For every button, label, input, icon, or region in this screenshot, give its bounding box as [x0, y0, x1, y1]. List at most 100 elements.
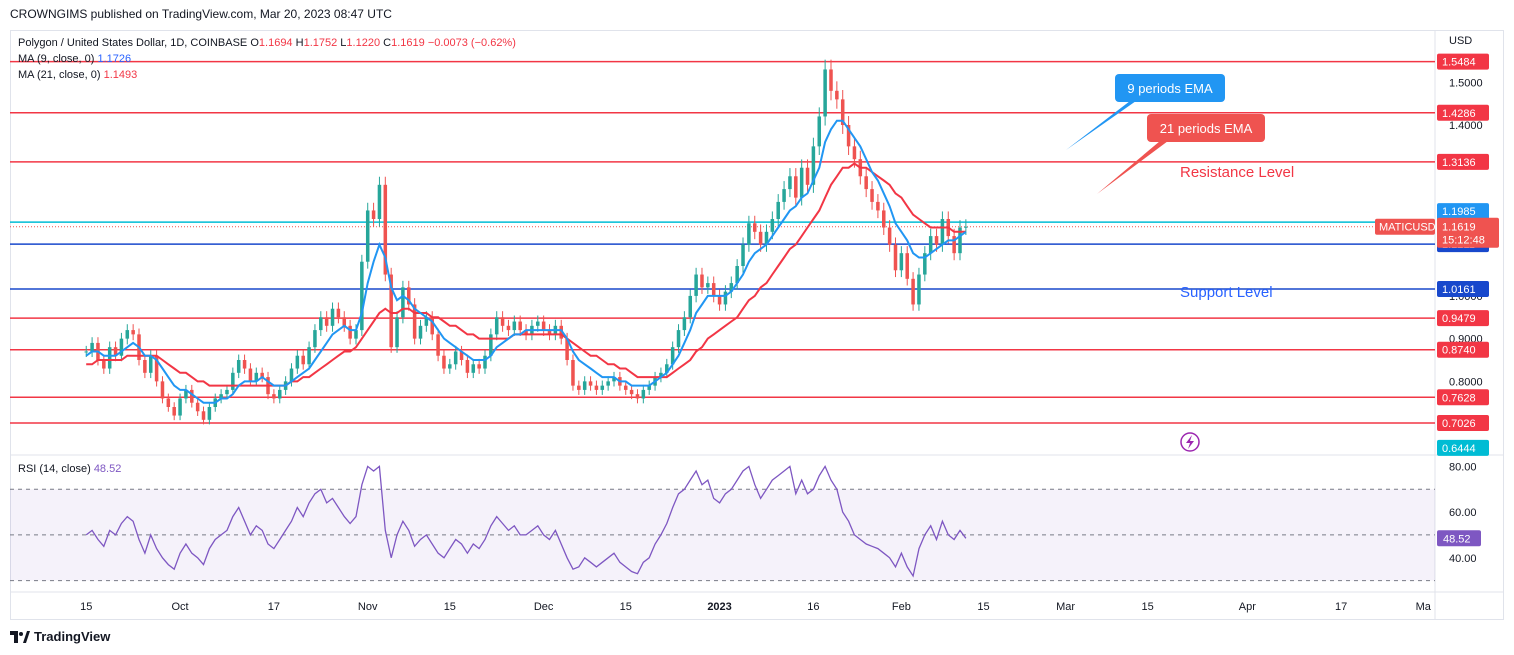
- candle[interactable]: [401, 280, 405, 324]
- candle[interactable]: [301, 350, 305, 370]
- candle[interactable]: [606, 376, 610, 391]
- candle[interactable]: [90, 337, 94, 358]
- candle[interactable]: [219, 389, 223, 404]
- candle[interactable]: [160, 376, 165, 404]
- candle[interactable]: [659, 367, 663, 383]
- candle[interactable]: [928, 228, 933, 261]
- candle[interactable]: [688, 289, 693, 324]
- candle[interactable]: [319, 311, 323, 336]
- candle[interactable]: [782, 181, 786, 210]
- candle[interactable]: [442, 350, 446, 374]
- candle[interactable]: [594, 380, 599, 395]
- candle[interactable]: [389, 267, 393, 353]
- candle[interactable]: [747, 215, 751, 252]
- candle[interactable]: [694, 267, 698, 303]
- candle[interactable]: [817, 107, 822, 156]
- candle[interactable]: [201, 406, 206, 425]
- candle[interactable]: [225, 384, 229, 400]
- candle[interactable]: [577, 380, 581, 395]
- candle[interactable]: [717, 289, 722, 311]
- candle[interactable]: [700, 267, 704, 294]
- candle[interactable]: [823, 59, 827, 126]
- candle[interactable]: [348, 319, 352, 345]
- candle[interactable]: [125, 324, 130, 345]
- candle[interactable]: [911, 272, 915, 311]
- candle[interactable]: [477, 358, 481, 374]
- candle[interactable]: [958, 220, 962, 261]
- candle[interactable]: [483, 350, 487, 374]
- candle[interactable]: [500, 311, 505, 332]
- candle[interactable]: [600, 380, 605, 395]
- candle[interactable]: [424, 311, 429, 332]
- rsi-line[interactable]: [85, 465, 967, 578]
- candle[interactable]: [342, 311, 347, 332]
- candle[interactable]: [277, 384, 282, 404]
- candle[interactable]: [448, 358, 452, 374]
- candle[interactable]: [541, 315, 546, 336]
- candle[interactable]: [148, 350, 153, 379]
- candle[interactable]: [729, 276, 734, 299]
- candle[interactable]: [166, 393, 171, 412]
- candle[interactable]: [383, 176, 388, 282]
- candle[interactable]: [324, 311, 329, 332]
- ema9-line[interactable]: [85, 119, 967, 404]
- candle[interactable]: [307, 341, 311, 370]
- candle[interactable]: [864, 168, 868, 198]
- lightning-icon[interactable]: [1180, 432, 1200, 452]
- candle[interactable]: [676, 324, 681, 353]
- candle[interactable]: [178, 393, 182, 421]
- candle[interactable]: [571, 354, 575, 391]
- candle[interactable]: [829, 59, 833, 101]
- candle[interactable]: [536, 315, 540, 332]
- candle[interactable]: [336, 302, 341, 324]
- candle[interactable]: [313, 324, 317, 353]
- candle[interactable]: [776, 194, 780, 227]
- candle[interactable]: [682, 311, 687, 336]
- candle[interactable]: [805, 159, 810, 193]
- candle[interactable]: [840, 90, 845, 134]
- candle[interactable]: [811, 137, 816, 193]
- candle[interactable]: [588, 376, 593, 391]
- candle[interactable]: [143, 354, 147, 379]
- candle[interactable]: [236, 354, 241, 379]
- candle[interactable]: [371, 202, 376, 227]
- candle[interactable]: [430, 311, 434, 341]
- candle[interactable]: [582, 376, 587, 395]
- candle[interactable]: [254, 367, 259, 387]
- candle[interactable]: [870, 181, 874, 210]
- ema9-callout[interactable]: 9 periods EMA: [1066, 74, 1225, 150]
- candle[interactable]: [905, 246, 909, 286]
- candle[interactable]: [412, 298, 417, 345]
- candle[interactable]: [272, 389, 276, 404]
- candle[interactable]: [195, 397, 200, 416]
- candle[interactable]: [207, 402, 212, 425]
- candle[interactable]: [113, 341, 118, 362]
- candle[interactable]: [876, 194, 880, 219]
- candle[interactable]: [231, 367, 235, 395]
- candle[interactable]: [629, 384, 634, 400]
- candle[interactable]: [846, 116, 851, 156]
- candle[interactable]: [407, 280, 411, 311]
- candle[interactable]: [172, 402, 176, 421]
- candle[interactable]: [893, 237, 898, 278]
- candle[interactable]: [418, 319, 423, 345]
- candle[interactable]: [184, 384, 188, 404]
- candle[interactable]: [835, 81, 839, 109]
- candle[interactable]: [559, 319, 563, 345]
- candle[interactable]: [512, 315, 517, 336]
- candle[interactable]: [706, 276, 710, 294]
- candle[interactable]: [623, 380, 628, 395]
- candle[interactable]: [242, 354, 247, 374]
- candle[interactable]: [917, 267, 921, 311]
- candle[interactable]: [952, 228, 956, 261]
- candle[interactable]: [547, 324, 552, 341]
- candle[interactable]: [752, 215, 757, 240]
- candle[interactable]: [107, 341, 112, 374]
- candle[interactable]: [923, 246, 927, 282]
- candle[interactable]: [665, 358, 669, 379]
- candle[interactable]: [330, 302, 335, 332]
- candle[interactable]: [190, 384, 194, 408]
- candle[interactable]: [248, 363, 253, 387]
- candle[interactable]: [260, 367, 264, 383]
